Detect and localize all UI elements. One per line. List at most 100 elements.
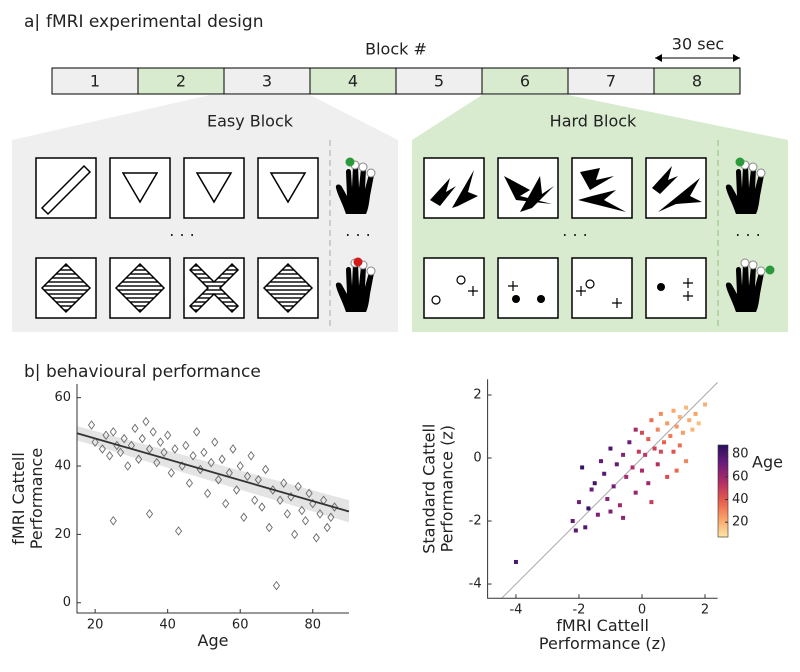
point	[312, 533, 320, 543]
point	[677, 415, 682, 420]
colorbar-cell	[718, 449, 728, 453]
point	[608, 446, 613, 451]
colorbar-cell	[718, 461, 728, 464]
point	[658, 411, 663, 416]
point	[330, 502, 339, 512]
identity-line	[501, 382, 718, 599]
point	[649, 418, 654, 423]
panel-a: a| fMRI experimental design Block # 1 2 3 4…	[12, 12, 788, 332]
point	[570, 519, 575, 524]
point	[652, 446, 657, 451]
axes	[76, 384, 349, 614]
axes	[487, 379, 718, 599]
point	[233, 485, 241, 495]
point	[608, 509, 613, 514]
point	[630, 465, 635, 470]
y-label-line: Standard Cattell	[419, 424, 438, 554]
point	[589, 487, 594, 492]
point	[696, 421, 701, 426]
point	[301, 515, 310, 526]
point	[655, 462, 660, 467]
colorbar-tick-label: 20	[732, 515, 749, 530]
colorbar-cell	[718, 463, 728, 467]
y-tick-label: -4	[469, 577, 482, 592]
point	[272, 580, 281, 591]
point	[135, 454, 143, 464]
y-tick-label: 40	[54, 459, 71, 474]
point	[662, 440, 667, 445]
y-tick-label: 2	[473, 388, 481, 403]
point	[573, 528, 578, 533]
point	[185, 478, 193, 488]
point	[665, 421, 670, 426]
point	[211, 437, 219, 447]
point	[611, 484, 616, 489]
point	[649, 500, 654, 505]
colorbar-cell	[718, 511, 728, 515]
block-number: 1	[90, 72, 100, 91]
point	[254, 474, 262, 485]
colorbar-cell	[718, 527, 728, 531]
easy-label: Easy Block	[207, 112, 294, 131]
block	[567, 67, 655, 95]
colorbar-cell	[718, 495, 728, 499]
block-number: 2	[176, 72, 186, 91]
block	[51, 67, 139, 95]
point	[265, 522, 273, 533]
point	[145, 444, 154, 454]
block	[223, 67, 311, 95]
y-label-line: fMRI Cattell	[9, 452, 28, 545]
duration-label: 30 sec	[672, 35, 724, 54]
colorbar-cell	[718, 532, 728, 536]
point	[193, 427, 201, 437]
point	[668, 433, 673, 438]
colorbar-cell	[718, 530, 728, 533]
point	[586, 506, 591, 511]
x-tick-label: -2	[572, 603, 585, 618]
point	[323, 522, 331, 533]
colorbar-cell	[718, 502, 728, 506]
hands	[335, 157, 775, 313]
colorbar-cell	[718, 518, 728, 522]
point	[276, 495, 284, 505]
point	[243, 471, 252, 482]
colorbar-cell	[718, 504, 728, 508]
x-label-line: Performance (z)	[539, 634, 666, 653]
point	[684, 459, 689, 464]
y-tick-label: 0	[63, 595, 71, 610]
point	[595, 512, 600, 517]
point	[156, 437, 164, 447]
colorbar-cell	[718, 491, 728, 494]
point	[236, 461, 244, 471]
x-tick-label: 20	[87, 618, 104, 633]
point	[229, 444, 237, 454]
colorbar-cell	[718, 454, 728, 457]
x-tick-label: 2	[701, 603, 709, 618]
colorbar-cell	[718, 486, 728, 490]
point	[160, 447, 168, 458]
point	[687, 418, 692, 423]
colorbar-cell	[718, 477, 728, 480]
point	[109, 515, 117, 526]
point	[298, 505, 306, 516]
point	[580, 465, 585, 470]
point	[643, 452, 648, 457]
panel-title: fMRI experimental design	[46, 12, 263, 32]
y-axis-label: fMRI CattellPerformance	[9, 448, 46, 549]
y-axis-label: Standard CattellPerformance (z)	[419, 424, 456, 554]
confidence-band	[77, 426, 349, 523]
point	[214, 474, 223, 485]
point	[677, 443, 682, 448]
colorbar-cell	[718, 520, 728, 524]
colorbar-cell	[718, 465, 728, 469]
colorbar-cell	[718, 497, 728, 501]
point	[627, 440, 632, 445]
colorbar-cell	[718, 484, 728, 487]
y-label-line: Performance (z)	[437, 425, 456, 552]
x-tick-label: 0	[638, 603, 646, 618]
point	[109, 427, 117, 437]
point	[602, 471, 607, 476]
point	[665, 474, 670, 479]
block	[653, 67, 741, 95]
